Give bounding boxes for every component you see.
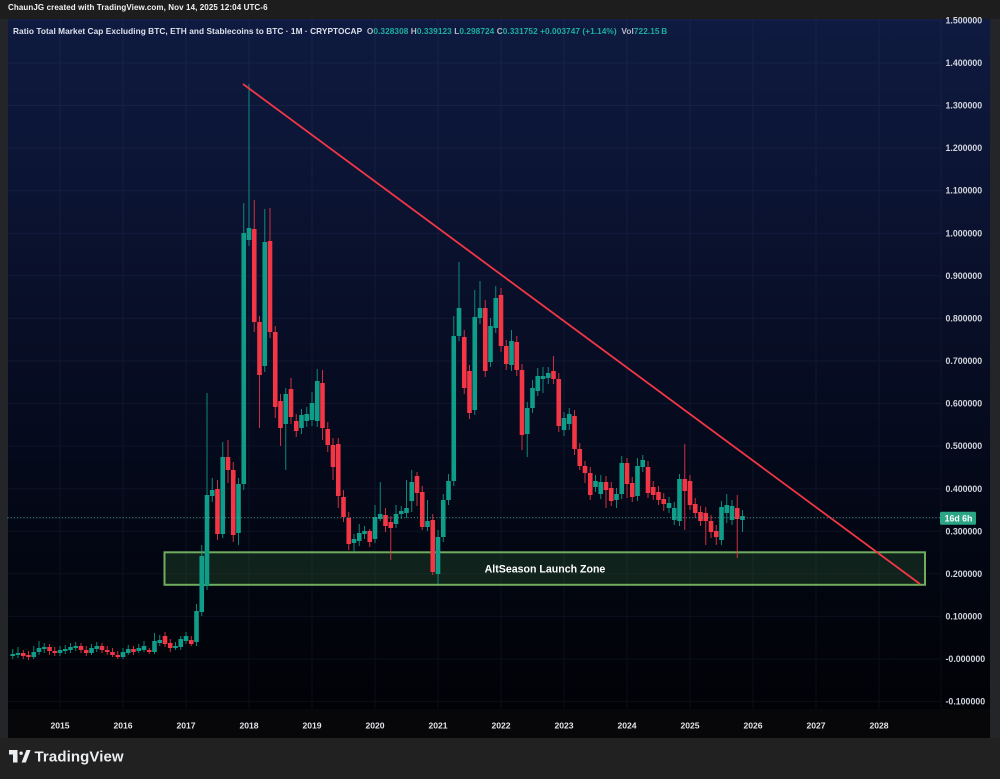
svg-text:-0.100000: -0.100000 xyxy=(946,697,986,707)
svg-text:2026: 2026 xyxy=(743,721,762,731)
svg-text:16d 6h: 16d 6h xyxy=(945,514,973,524)
svg-text:2017: 2017 xyxy=(176,721,195,731)
svg-text:1.300000: 1.300000 xyxy=(946,101,983,111)
svg-text:2024: 2024 xyxy=(617,721,636,731)
svg-text:2028: 2028 xyxy=(869,721,888,731)
svg-text:-0.000000: -0.000000 xyxy=(946,654,986,664)
svg-text:1.100000: 1.100000 xyxy=(946,186,983,196)
svg-text:0.400000: 0.400000 xyxy=(946,484,983,494)
svg-text:2019: 2019 xyxy=(302,721,321,731)
svg-text:TradingView: TradingView xyxy=(35,749,124,766)
svg-text:0.500000: 0.500000 xyxy=(946,441,983,451)
svg-text:2018: 2018 xyxy=(239,721,258,731)
svg-text:AltSeason Launch Zone: AltSeason Launch Zone xyxy=(485,564,606,576)
svg-text:2021: 2021 xyxy=(428,721,447,731)
svg-text:0.600000: 0.600000 xyxy=(946,399,983,409)
svg-text:1.200000: 1.200000 xyxy=(946,143,983,153)
svg-text:0.800000: 0.800000 xyxy=(946,314,983,324)
svg-text:0.300000: 0.300000 xyxy=(946,526,983,536)
svg-text:0.200000: 0.200000 xyxy=(946,569,983,579)
svg-text:1.400000: 1.400000 xyxy=(946,58,983,68)
svg-text:0.100000: 0.100000 xyxy=(946,612,983,622)
svg-text:0.900000: 0.900000 xyxy=(946,271,983,281)
svg-text:2016: 2016 xyxy=(113,721,132,731)
svg-text:1.500000: 1.500000 xyxy=(946,15,983,25)
svg-text:0.700000: 0.700000 xyxy=(946,356,983,366)
svg-text:2025: 2025 xyxy=(680,721,699,731)
svg-text:2015: 2015 xyxy=(50,721,69,731)
svg-text:1.000000: 1.000000 xyxy=(946,228,983,238)
svg-text:2020: 2020 xyxy=(365,721,384,731)
svg-text:2022: 2022 xyxy=(491,721,510,731)
svg-text:2027: 2027 xyxy=(806,721,825,731)
svg-text:2023: 2023 xyxy=(554,721,573,731)
